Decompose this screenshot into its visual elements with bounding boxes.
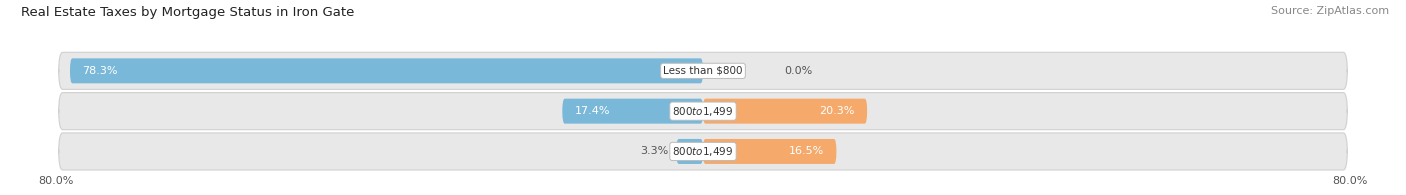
FancyBboxPatch shape [703,139,837,164]
Text: $800 to $1,499: $800 to $1,499 [672,105,734,118]
FancyBboxPatch shape [562,99,703,124]
FancyBboxPatch shape [59,52,1347,89]
Text: 20.3%: 20.3% [820,106,855,116]
Text: Less than $800: Less than $800 [664,66,742,76]
Text: 0.0%: 0.0% [785,66,813,76]
FancyBboxPatch shape [59,93,1347,130]
FancyBboxPatch shape [676,139,703,164]
Text: $800 to $1,499: $800 to $1,499 [672,145,734,158]
Text: Source: ZipAtlas.com: Source: ZipAtlas.com [1271,6,1389,16]
Text: 3.3%: 3.3% [640,146,668,156]
FancyBboxPatch shape [703,99,868,124]
Text: Real Estate Taxes by Mortgage Status in Iron Gate: Real Estate Taxes by Mortgage Status in … [21,6,354,19]
Text: 17.4%: 17.4% [575,106,610,116]
FancyBboxPatch shape [70,58,703,83]
FancyBboxPatch shape [59,133,1347,170]
Text: 16.5%: 16.5% [789,146,824,156]
Text: 78.3%: 78.3% [82,66,118,76]
